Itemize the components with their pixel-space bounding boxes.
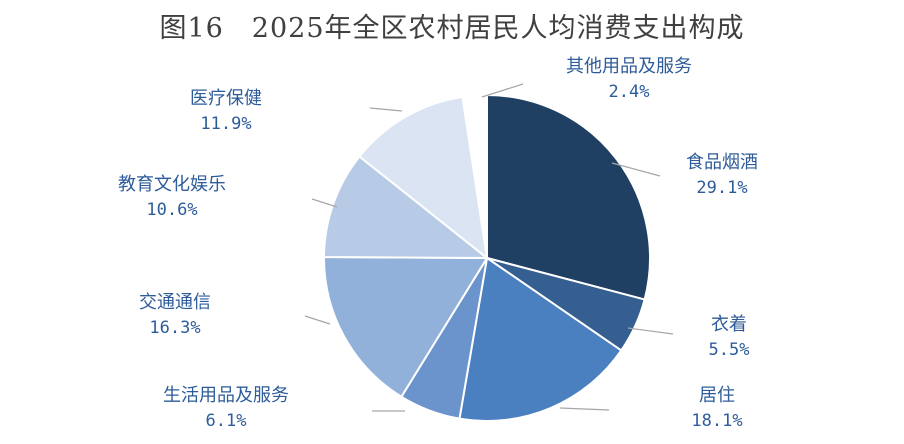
leader-line-3 [559,407,610,411]
chart-title: 图16 2025年全区农村居民人均消费支出构成 [159,13,745,44]
leader-line-5 [304,315,331,325]
slice-label-name-2: 衣着 [711,314,747,335]
pie-slice-6 [322,155,490,260]
slice-label-name-4: 生活用品及服务 [163,385,289,406]
leader-line-8 [481,83,524,98]
slice-label-value-8: 2.4% [609,82,650,102]
pie-slice-5 [323,255,489,399]
pie-slice-3 [458,256,623,422]
leader-line-2 [627,327,674,335]
leader-line-6 [311,198,338,208]
slice-label-name-5: 交通通信 [139,292,211,313]
slice-label-name-6: 教育文化娱乐 [118,174,226,195]
slice-label-name-7: 医疗保健 [190,88,262,109]
slice-label-value-3: 18.1% [691,411,742,431]
slice-label-value-5: 16.3% [149,318,200,338]
leader-line-7 [369,107,403,112]
pie-slice-7 [358,95,489,261]
leader-line-1 [611,162,661,177]
slice-label-name-3: 居住 [699,385,735,406]
slice-label-value-4: 6.1% [206,411,247,431]
slice-label-value-6: 10.6% [146,200,197,220]
slice-label-name-1: 食品烟酒 [686,152,758,173]
slice-label-value-1: 29.1% [696,178,747,198]
pie-slice-1 [486,93,651,301]
slice-label-value-2: 5.5% [709,340,750,360]
slice-label-value-7: 11.9% [200,114,251,134]
slice-label-name-8: 其他用品及服务 [566,56,692,77]
